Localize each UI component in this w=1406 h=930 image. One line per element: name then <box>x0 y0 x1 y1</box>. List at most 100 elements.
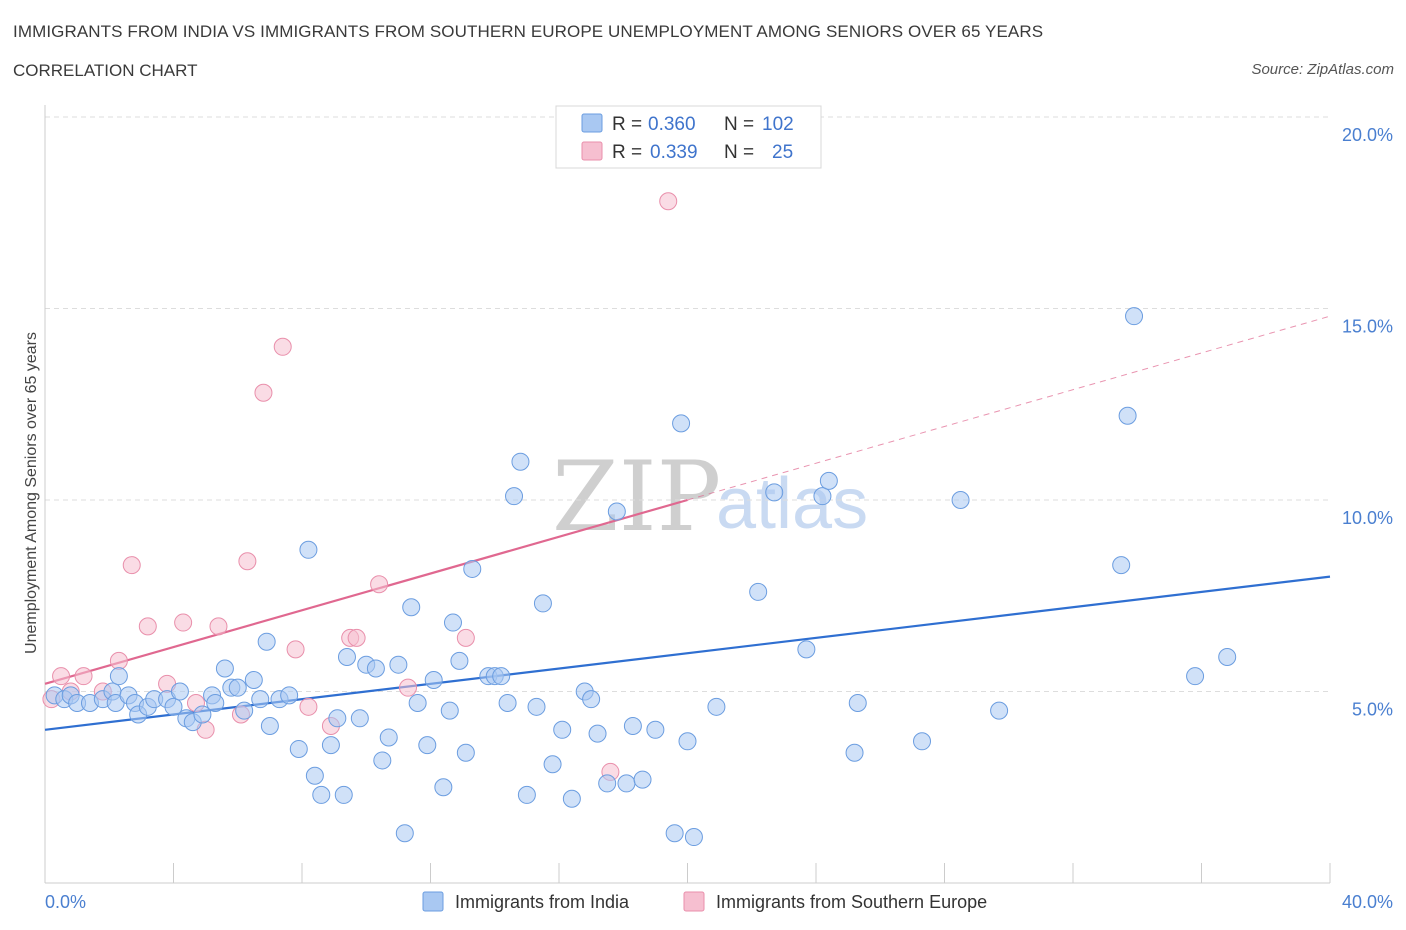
india-point <box>206 693 225 712</box>
se-point <box>456 628 475 647</box>
se-point <box>399 678 418 697</box>
india-point <box>312 785 331 804</box>
gridlines <box>45 116 1330 692</box>
india-bottom-swatch <box>422 891 444 912</box>
india-point <box>418 736 437 755</box>
india-point <box>511 452 530 471</box>
se-legend-swatch <box>581 141 603 161</box>
se-point <box>122 556 141 575</box>
india-point <box>443 613 462 632</box>
se-point <box>299 697 318 716</box>
y-tick-label: 20.0% <box>1342 125 1393 145</box>
india-point <box>463 559 482 578</box>
se-point <box>286 640 305 659</box>
se-point <box>138 617 157 636</box>
india-point <box>646 720 665 739</box>
india-point <box>389 655 408 674</box>
india-point <box>665 824 684 843</box>
india-r-label: R = <box>612 114 642 135</box>
india-point <box>228 678 247 697</box>
se-point <box>347 628 366 647</box>
india-point <box>321 736 340 755</box>
se-trend-line-extended <box>687 315 1331 501</box>
se-point <box>659 192 678 211</box>
se-point <box>254 383 273 402</box>
india-point <box>543 755 562 774</box>
india-point <box>408 693 427 712</box>
source-label: Source: ZipAtlas.com <box>1251 61 1394 78</box>
india-point <box>1218 648 1237 667</box>
y-axis-label: Unemployment Among Seniors over 65 years <box>23 332 40 654</box>
india-point <box>533 594 552 613</box>
india-point <box>109 667 128 686</box>
india-n-label: N = <box>724 114 754 135</box>
india-point <box>607 502 626 521</box>
india-point <box>797 640 816 659</box>
se-point <box>174 613 193 632</box>
india-point <box>990 701 1009 720</box>
se-r-label: R = <box>612 142 642 163</box>
india-point <box>305 766 324 785</box>
se-n-value: 25 <box>772 142 793 163</box>
india-point <box>289 739 308 758</box>
india-point <box>492 667 511 686</box>
india-point <box>244 671 263 690</box>
india-point <box>424 671 443 690</box>
se-point <box>273 337 292 356</box>
watermark-zip: ZIP <box>552 441 721 553</box>
india-legend-label: Immigrants from India <box>455 892 630 912</box>
india-point <box>582 690 601 709</box>
india-point <box>257 632 276 651</box>
india-point <box>1112 556 1131 575</box>
india-point <box>328 709 347 728</box>
india-legend-swatch <box>581 113 603 133</box>
india-point <box>440 701 459 720</box>
india-point <box>913 732 932 751</box>
india-point <box>366 659 385 678</box>
x-tick-label: 0.0% <box>45 892 86 912</box>
india-point <box>235 701 254 720</box>
india-point <box>588 724 607 743</box>
india-point <box>765 483 784 502</box>
india-point <box>623 716 642 735</box>
se-point <box>238 552 257 571</box>
india-point <box>819 471 838 490</box>
se-legend-label: Immigrants from Southern Europe <box>716 892 987 912</box>
watermark: ZIP atlas <box>552 441 868 553</box>
india-point <box>517 785 536 804</box>
india-point <box>749 582 768 601</box>
india-point <box>215 659 234 678</box>
india-points <box>45 307 1237 847</box>
india-point <box>672 414 691 433</box>
india-point <box>337 648 356 667</box>
india-point <box>402 598 421 617</box>
chart-title: IMMIGRANTS FROM INDIA VS IMMIGRANTS FROM… <box>13 22 1044 41</box>
india-point <box>505 487 524 506</box>
india-point <box>395 824 414 843</box>
india-point <box>260 716 279 735</box>
india-point <box>684 828 703 847</box>
india-point <box>379 728 398 747</box>
india-n-value: 102 <box>762 114 794 135</box>
india-point <box>848 693 867 712</box>
x-tick-label: 40.0% <box>1342 892 1393 912</box>
y-tick-label: 10.0% <box>1342 508 1393 528</box>
series-legend: Immigrants from India Immigrants from So… <box>422 891 987 912</box>
india-point <box>633 770 652 789</box>
axes <box>44 105 1331 884</box>
india-point <box>562 789 581 808</box>
india-point <box>334 785 353 804</box>
se-point <box>370 575 389 594</box>
india-point <box>617 774 636 793</box>
india-point <box>251 690 270 709</box>
india-point <box>193 705 212 724</box>
india-point <box>813 487 832 506</box>
india-point <box>1118 406 1137 425</box>
india-point <box>1125 307 1144 326</box>
india-point <box>553 720 572 739</box>
india-point <box>456 743 475 762</box>
se-point <box>109 651 128 670</box>
india-r-value: 0.360 <box>648 114 696 135</box>
india-point <box>350 709 369 728</box>
se-point <box>52 667 71 686</box>
